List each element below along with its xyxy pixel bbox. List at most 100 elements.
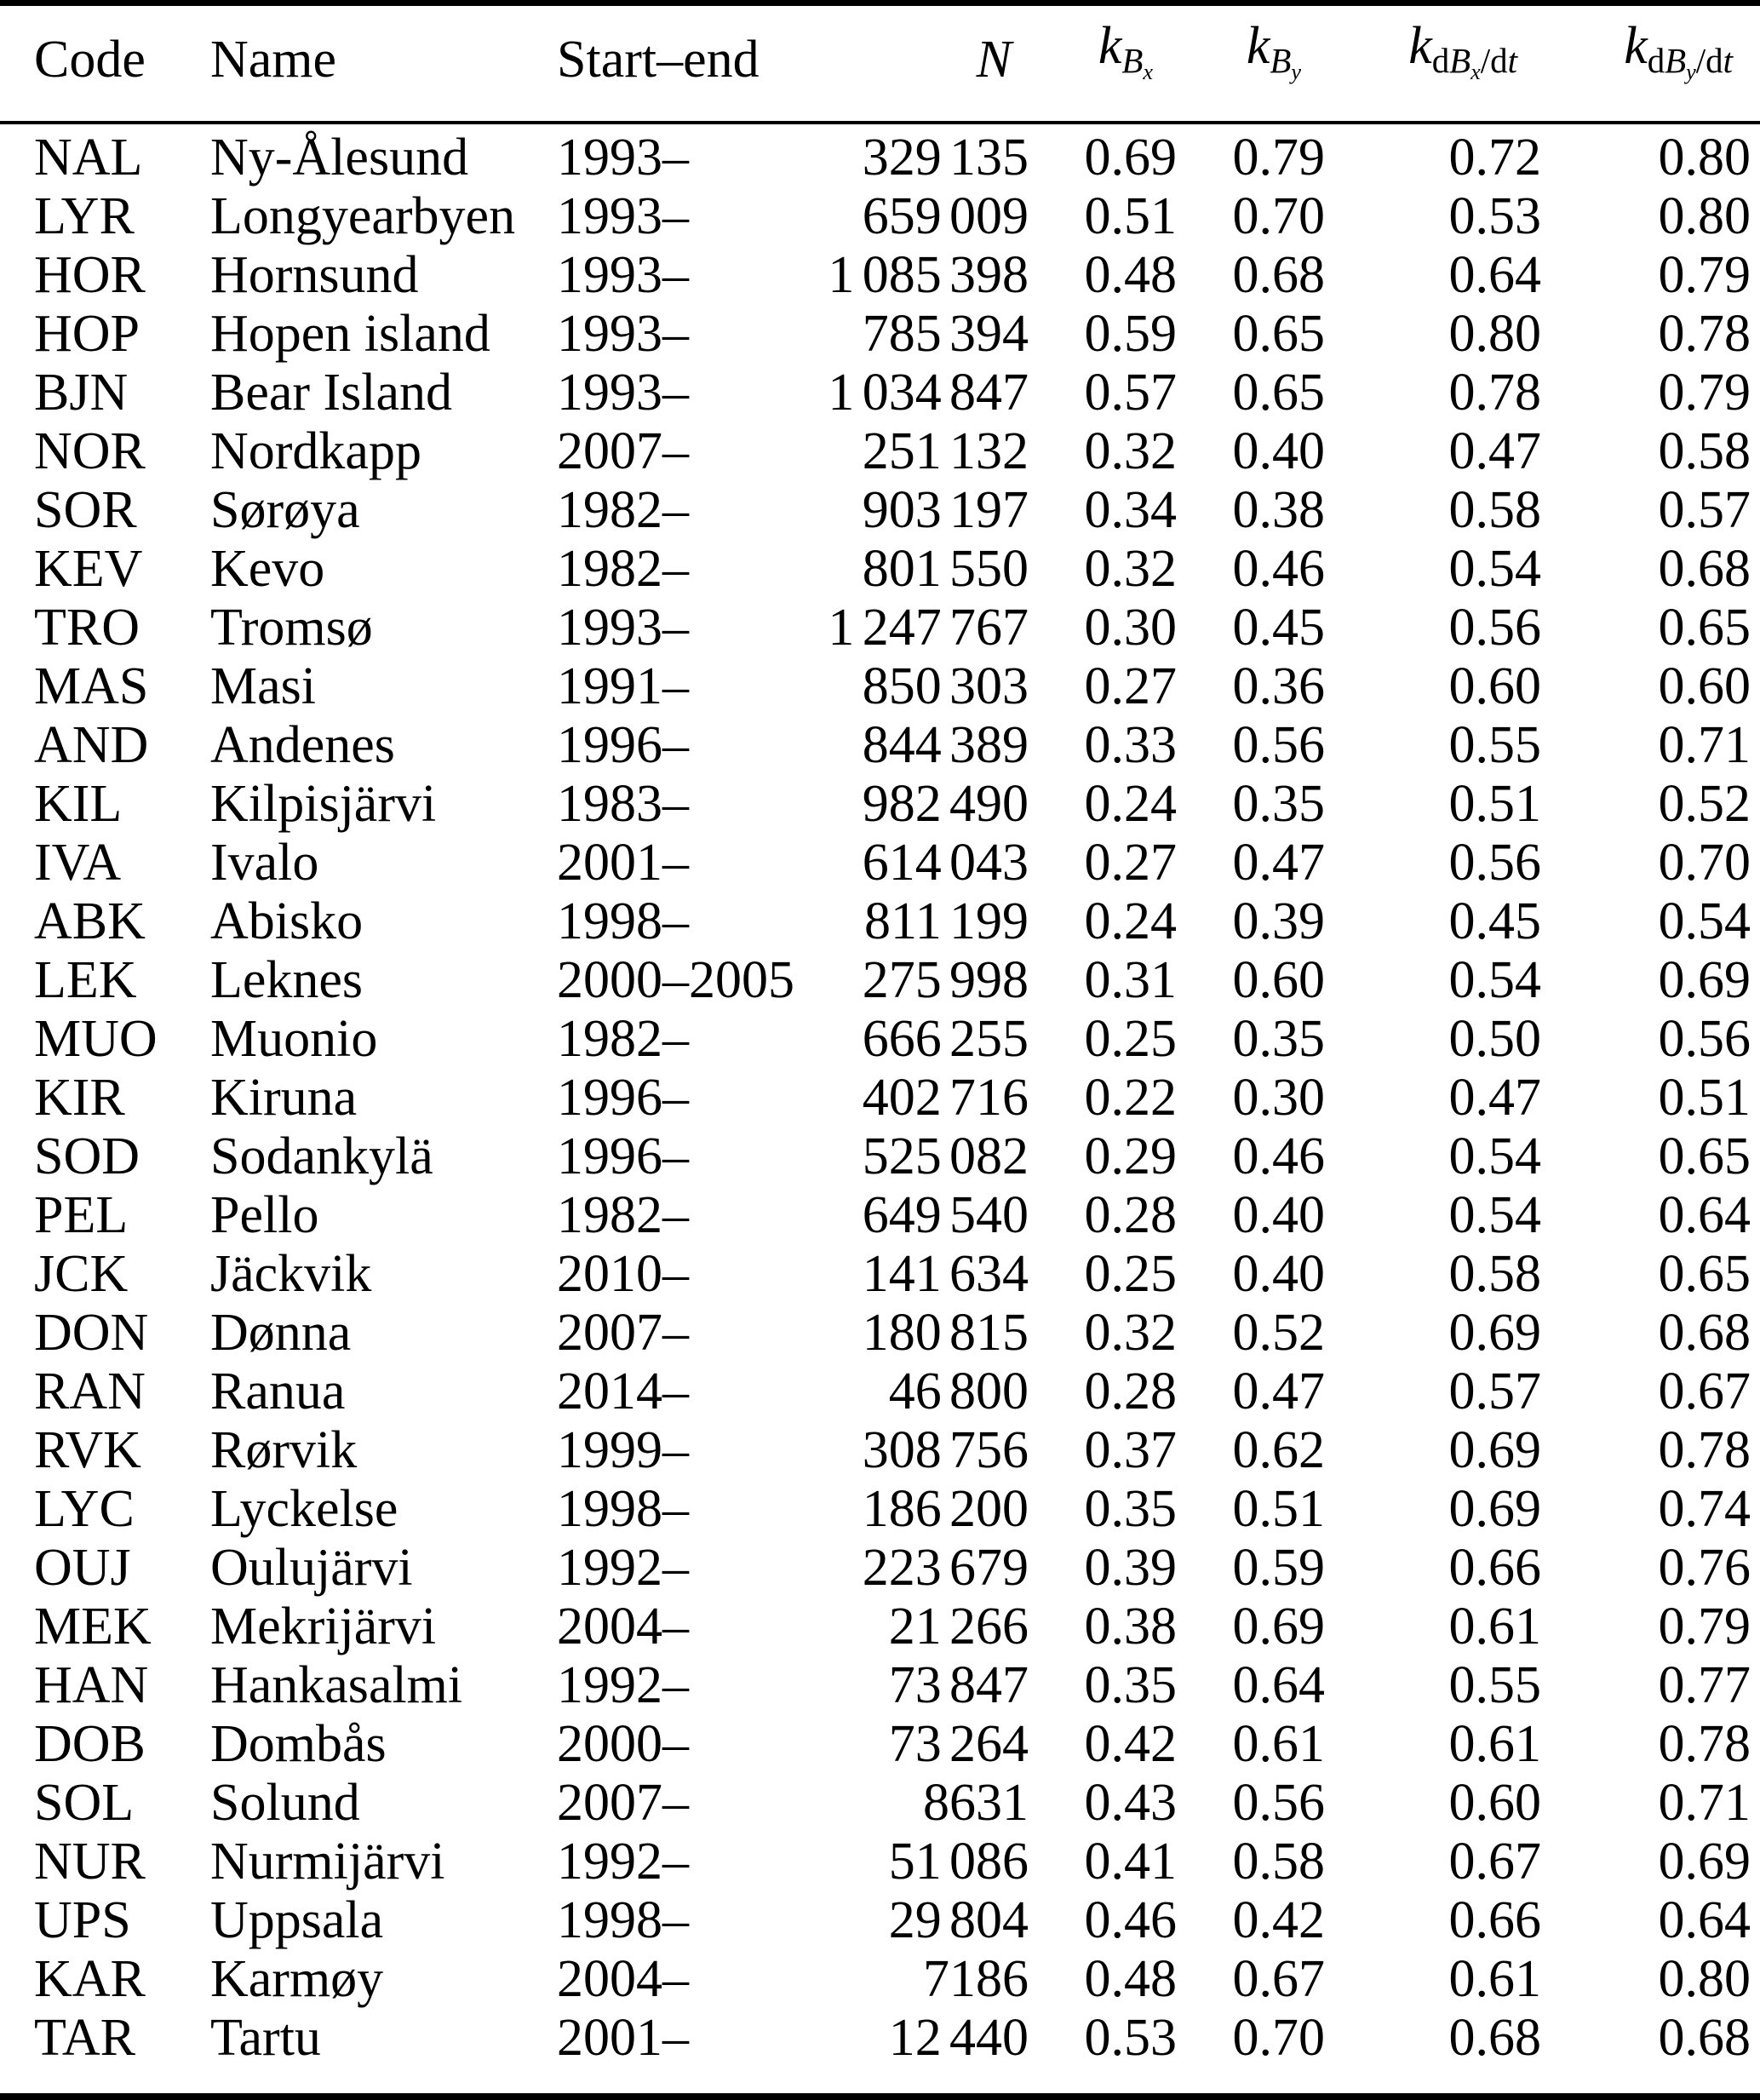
cell-n: 46 800 (888, 1363, 1029, 1421)
cell-code: SOD (34, 1127, 140, 1186)
cell-k-dbxdt: 0.58 (1448, 1245, 1542, 1304)
column-header-name: Name (210, 3, 557, 125)
cell-n: 308 756 (862, 1421, 1029, 1480)
cell-name: Mekrijärvi (210, 1598, 437, 1656)
cell-k-bx: 0.35 (1084, 1656, 1178, 1715)
cell-k-by: 0.40 (1232, 1186, 1326, 1245)
cell-k-dbydt: 0.69 (1658, 1833, 1751, 1891)
cell-code: SOL (34, 1774, 135, 1833)
cell-k-by: 0.62 (1232, 1421, 1326, 1480)
k-symbol: k (1098, 17, 1122, 75)
cell-start-end: 1982– (557, 540, 689, 599)
cell-k-dbxdt: 0.80 (1448, 305, 1542, 364)
column-header-n: N (812, 3, 1029, 125)
cell-k-bx: 0.31 (1084, 951, 1178, 1010)
cell-start-end: 2007– (557, 1304, 689, 1363)
cell-start-end: 2014– (557, 1363, 689, 1421)
cell-k-dbxdt: 0.69 (1448, 1421, 1542, 1480)
cell-code: TAR (34, 2009, 136, 2068)
cell-start-end: 2010– (557, 1245, 689, 1304)
column-header-code: Code (0, 3, 210, 125)
cell-start-end: 1996– (557, 716, 689, 775)
cell-k-dbxdt: 0.45 (1448, 892, 1542, 951)
k-dbydt-subscript: dBy/dt (1648, 42, 1733, 84)
cell-k-dbydt: 0.65 (1658, 599, 1751, 657)
cell-k-bx: 0.28 (1084, 1363, 1178, 1421)
cell-k-dbydt: 0.79 (1658, 364, 1751, 422)
cell-name: Sørøya (210, 481, 360, 540)
cell-k-dbxdt: 0.69 (1448, 1480, 1542, 1539)
table-row: HAN Hankasalmi 1992– 73 847 0.35 0.64 0.55 0.77 (0, 1656, 1760, 1715)
cell-code: MAS (34, 657, 149, 716)
cell-start-end: 1998– (557, 1480, 689, 1539)
cell-start-end: 1996– (557, 1069, 689, 1127)
cell-k-dbydt: 0.65 (1658, 1127, 1751, 1186)
cell-n: 811 199 (864, 892, 1029, 951)
cell-k-by: 0.52 (1232, 1304, 1326, 1363)
cell-code: HOP (34, 305, 140, 364)
cell-start-end: 1993– (557, 599, 689, 657)
cell-k-bx: 0.34 (1084, 481, 1178, 540)
cell-start-end: 2001– (557, 834, 689, 892)
cell-k-by: 0.59 (1232, 1539, 1326, 1598)
cell-name: Nurmijärvi (210, 1833, 445, 1891)
cell-start-end: 1996– (557, 1127, 689, 1186)
cell-k-dbydt: 0.80 (1658, 187, 1751, 246)
cell-k-dbxdt: 0.54 (1448, 540, 1542, 599)
cell-k-by: 0.60 (1232, 951, 1326, 1010)
cell-code: UPS (34, 1891, 131, 1950)
cell-k-bx: 0.59 (1084, 305, 1178, 364)
cell-start-end: 1993– (557, 187, 689, 246)
cell-n: 141 634 (862, 1245, 1029, 1304)
cell-start-end: 1992– (557, 1539, 689, 1598)
cell-k-dbxdt: 0.69 (1448, 1304, 1542, 1363)
cell-n: 73 264 (888, 1715, 1029, 1774)
table-row: TRO Tromsø 1993– 1 247 767 0.30 0.45 0.56 0.65 (0, 599, 1760, 657)
cell-start-end: 1983– (557, 775, 689, 834)
table-row: TAR Tartu 2001– 12 440 0.53 0.70 0.68 0.68 (0, 2009, 1760, 2097)
cell-n: 29 804 (888, 1891, 1029, 1950)
cell-name: Masi (210, 657, 316, 716)
cell-name: Hankasalmi (210, 1656, 463, 1715)
cell-k-dbydt: 0.78 (1658, 1715, 1751, 1774)
cell-code: HOR (34, 246, 146, 305)
table-row: IVA Ivalo 2001– 614 043 0.27 0.47 0.56 0.70 (0, 834, 1760, 892)
cell-name: Jäckvik (210, 1245, 372, 1304)
cell-name: Hornsund (210, 246, 419, 305)
b-symbol: B (1665, 42, 1687, 81)
cell-k-bx: 0.69 (1084, 129, 1178, 187)
table-row: JCK Jäckvik 2010– 141 634 0.25 0.40 0.58 0.65 (0, 1245, 1760, 1304)
table-row: BJN Bear Island 1993– 1 034 847 0.57 0.65 0.78… (0, 364, 1760, 422)
cell-k-dbxdt: 0.64 (1448, 246, 1542, 305)
cell-k-dbxdt: 0.56 (1448, 834, 1542, 892)
k-symbol: k (1246, 17, 1270, 75)
cell-k-dbydt: 0.58 (1658, 422, 1751, 481)
cell-k-by: 0.58 (1232, 1833, 1326, 1891)
cell-k-bx: 0.43 (1084, 1774, 1178, 1833)
cell-name: Dombås (210, 1715, 387, 1774)
cell-k-dbydt: 0.56 (1658, 1010, 1751, 1069)
cell-k-dbxdt: 0.78 (1448, 364, 1542, 422)
column-header-k-dbydt: kdBy/dt (1541, 3, 1760, 125)
cell-k-by: 0.64 (1232, 1656, 1326, 1715)
k-dbxdt-subscript: dBx/dt (1432, 42, 1517, 84)
cell-k-dbydt: 0.57 (1658, 481, 1751, 540)
cell-k-bx: 0.28 (1084, 1186, 1178, 1245)
cell-k-by: 0.39 (1232, 892, 1326, 951)
cell-code: KAR (34, 1950, 146, 2009)
cell-k-bx: 0.33 (1084, 716, 1178, 775)
cell-k-dbydt: 0.60 (1658, 657, 1751, 716)
k-by-subscript: By (1270, 42, 1301, 84)
cell-k-by: 0.61 (1232, 1715, 1326, 1774)
cell-k-dbxdt: 0.68 (1448, 2009, 1542, 2068)
table-row: ABK Abisko 1998– 811 199 0.24 0.39 0.45 0.54 (0, 892, 1760, 951)
cell-code: OUJ (34, 1539, 131, 1598)
cell-name: Abisko (210, 892, 364, 951)
cell-code: RVK (34, 1421, 141, 1480)
cell-k-by: 0.79 (1232, 129, 1326, 187)
cell-name: Ranua (210, 1363, 346, 1421)
table-row: MUO Muonio 1982– 666 255 0.25 0.35 0.50 0.56 (0, 1010, 1760, 1069)
cell-k-bx: 0.27 (1084, 657, 1178, 716)
cell-n: 7186 (923, 1950, 1029, 2009)
cell-code: NOR (34, 422, 146, 481)
